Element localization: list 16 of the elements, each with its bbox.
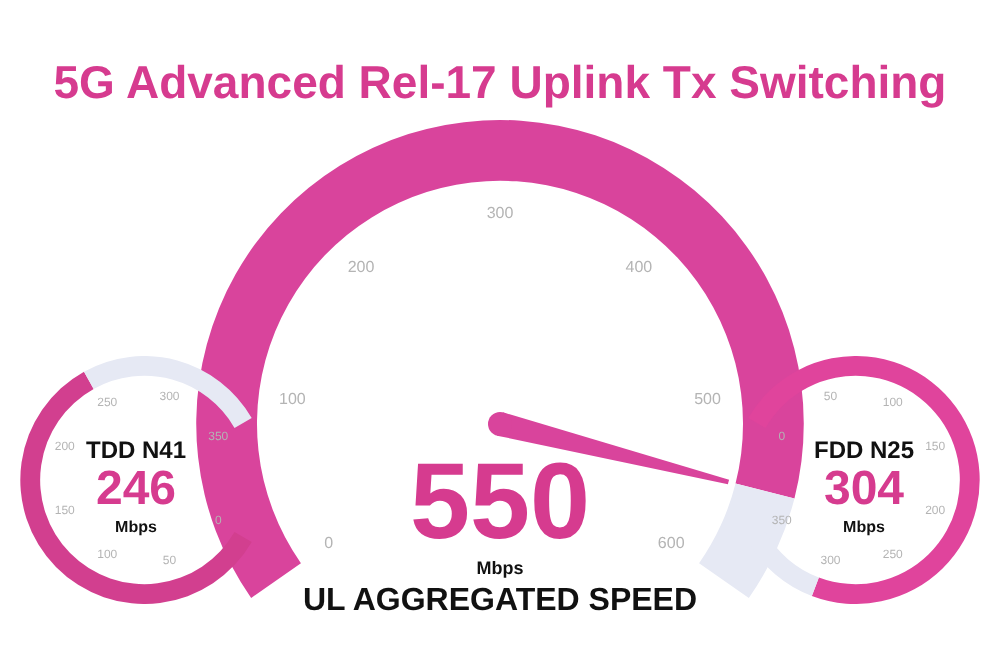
text: TDD N41 bbox=[85, 436, 186, 464]
text: Mbps bbox=[843, 518, 885, 536]
text: 600 bbox=[657, 533, 685, 552]
text: 246 bbox=[95, 462, 177, 516]
text: FDD N25 bbox=[813, 436, 914, 464]
text: UL AGGREGATED SPEED bbox=[300, 584, 700, 618]
text: Mbps bbox=[474, 558, 526, 578]
text: 100 bbox=[279, 389, 306, 408]
text: 550 bbox=[409, 442, 591, 562]
text: 300 bbox=[486, 204, 514, 223]
text: 304 bbox=[823, 462, 905, 516]
text: 500 bbox=[694, 389, 721, 408]
chart-title: 5G Advanced Rel-17 Uplink Tx Switching bbox=[51, 56, 949, 110]
text: 200 bbox=[347, 257, 375, 276]
text: 400 bbox=[625, 257, 653, 276]
text: 0 bbox=[324, 533, 334, 552]
